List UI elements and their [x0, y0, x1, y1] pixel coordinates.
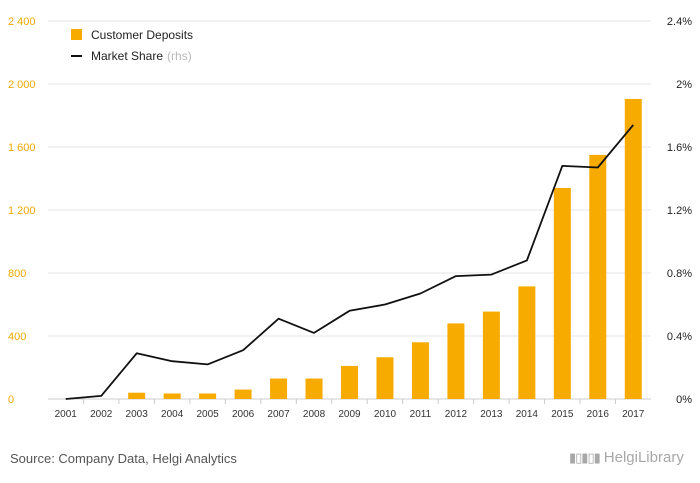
y-axis-right: 0% 0.4% 0.8% 1.2% 1.6% 2% 2.4% [667, 16, 692, 406]
y-left-tick-label: 0 [8, 394, 14, 406]
y-left-tick-label: 400 [8, 331, 26, 343]
bookshelf-icon: ▮▯▮▯▮ [569, 449, 601, 465]
x-tick-label: 2002 [90, 409, 113, 420]
logo-text: HelgiLibrary [603, 449, 684, 466]
legend: Customer Deposits Market Share (rhs) [71, 28, 193, 63]
x-tick-label: 2001 [55, 409, 78, 420]
y-left-tick-label: 2 400 [8, 16, 36, 28]
bar [411, 342, 429, 399]
y-right-tick-label: 2.4% [667, 16, 692, 28]
bar [128, 392, 146, 399]
bar [305, 378, 323, 399]
x-axis: 2001 2002 2003 2004 2005 2006 2007 2008 2009 2010… [55, 399, 645, 420]
x-tick-label: 2013 [480, 409, 503, 420]
x-tick-label: 2005 [196, 409, 219, 420]
bar [518, 286, 536, 399]
y-right-tick-label: 0.4% [667, 331, 692, 343]
x-tick-label: 2016 [587, 409, 610, 420]
source-note: Source: Company Data, Helgi Analytics [10, 451, 237, 466]
x-tick-label: 2014 [516, 409, 539, 420]
bar [341, 365, 358, 399]
bar [553, 187, 571, 399]
x-tick-label: 2009 [338, 409, 361, 420]
bar [447, 323, 465, 399]
x-tick-label: 2017 [622, 409, 645, 420]
y-axis-left: 0 400 800 1 200 1 600 2 000 2 400 [8, 16, 36, 406]
y-left-tick-label: 1 200 [8, 205, 36, 217]
y-right-tick-label: 2% [676, 79, 692, 91]
bar-series [128, 98, 642, 400]
x-tick-label: 2012 [445, 409, 468, 420]
bar [234, 389, 252, 399]
bar [199, 393, 217, 399]
market-share-line [65, 124, 634, 400]
y-left-tick-label: 2 000 [8, 79, 36, 91]
x-tick-label: 2008 [303, 409, 326, 420]
x-tick-label: 2015 [551, 409, 574, 420]
x-tick-label: 2006 [232, 409, 255, 420]
bar [163, 393, 181, 399]
y-left-tick-label: 1 600 [8, 142, 36, 154]
bar [589, 154, 607, 399]
x-tick-label: 2007 [267, 409, 290, 420]
helgi-library-logo: ▮▯▮▯▮ HelgiLibrary [569, 449, 684, 466]
y-left-tick-label: 800 [8, 268, 26, 280]
legend-swatch-deposits [71, 29, 82, 40]
x-tick-label: 2004 [161, 409, 184, 420]
x-tick-label: 2003 [126, 409, 149, 420]
legend-label-market-share: Market Share (rhs) [91, 49, 192, 63]
y-right-tick-label: 0% [676, 394, 692, 406]
bar [624, 98, 642, 400]
bar [376, 357, 394, 399]
y-right-tick-label: 0.8% [667, 268, 692, 280]
gridlines [48, 20, 651, 400]
x-tick-label: 2010 [374, 409, 397, 420]
legend-label-deposits: Customer Deposits [91, 28, 193, 42]
bar [482, 311, 500, 399]
y-right-tick-label: 1.2% [667, 205, 692, 217]
line-series [65, 124, 634, 400]
bar [270, 378, 288, 399]
y-right-tick-label: 1.6% [667, 142, 692, 154]
x-tick-label: 2011 [410, 409, 432, 420]
